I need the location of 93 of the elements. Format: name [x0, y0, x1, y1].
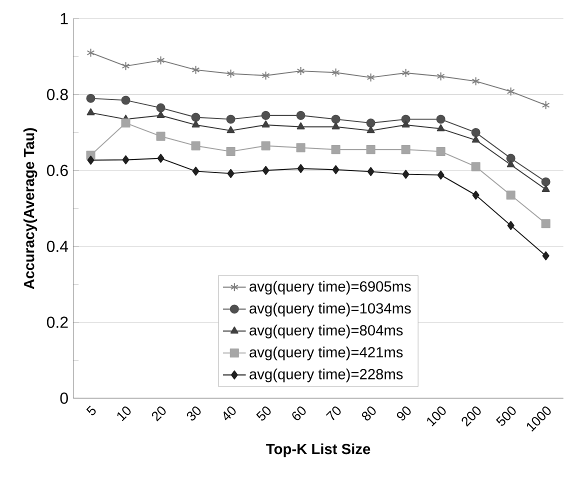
point [436, 124, 445, 132]
x-tick-label: 100 [427, 406, 446, 427]
point [507, 221, 514, 230]
point [542, 251, 550, 261]
x-tick-label: 60 [292, 406, 306, 420]
point [436, 72, 445, 81]
legend-label: avg(query time)=421ms [250, 346, 403, 360]
y-tick-label: 0.4 [46, 240, 68, 252]
point [226, 69, 235, 78]
point [157, 154, 164, 163]
x-tick-label: 90 [396, 406, 411, 421]
point [226, 114, 236, 124]
point [541, 177, 550, 187]
point [366, 118, 376, 128]
point [262, 166, 270, 176]
x-tick-label: 40 [224, 406, 236, 420]
point [191, 141, 200, 150]
point [86, 94, 96, 104]
point [296, 111, 306, 120]
point [436, 114, 446, 124]
point [331, 145, 340, 154]
point [122, 155, 130, 164]
point [332, 165, 340, 174]
x-tick-label: 10 [117, 406, 131, 422]
point [331, 114, 340, 124]
point [542, 185, 550, 192]
point [506, 160, 515, 168]
point [296, 122, 305, 130]
point [192, 166, 200, 176]
legend-label: avg(query time)=804ms [250, 324, 403, 338]
point [402, 170, 410, 179]
x-tick-label: 80 [362, 406, 376, 421]
point [86, 48, 95, 58]
point [296, 66, 305, 76]
point [506, 87, 515, 96]
y-axis-title: Accuracy(Average Tau) [23, 128, 38, 290]
y-tick-label: 1 [60, 13, 68, 24]
point [436, 147, 446, 156]
x-tick-label: 30 [186, 406, 201, 421]
point [367, 167, 374, 176]
point [192, 65, 200, 75]
point [226, 126, 235, 134]
x-tick-label: 20 [152, 406, 166, 422]
point [262, 71, 270, 80]
legend-label: avg(query time)=6905ms [250, 280, 411, 295]
point [297, 164, 304, 174]
point [156, 111, 165, 118]
point [191, 112, 200, 122]
x-tick-label: 500 [496, 406, 516, 426]
point [122, 62, 130, 71]
point [261, 141, 270, 150]
point [472, 76, 480, 86]
point [472, 136, 480, 143]
point [227, 169, 234, 178]
point [332, 122, 340, 130]
point [402, 68, 410, 78]
legend-label: avg(query time)=228ms [250, 368, 403, 382]
point [541, 219, 550, 228]
point [261, 111, 270, 120]
x-tick-label: 5 [86, 406, 96, 416]
point [471, 162, 480, 172]
point [401, 145, 410, 154]
point [86, 108, 95, 116]
point [87, 156, 94, 165]
point [437, 170, 444, 180]
point [262, 120, 270, 128]
point [121, 96, 130, 105]
point [506, 154, 516, 163]
point [192, 120, 200, 128]
point [366, 126, 375, 134]
x-tick-label: 50 [256, 406, 271, 421]
point [366, 73, 375, 82]
point [506, 190, 516, 200]
x-tick-label: 200 [462, 406, 481, 427]
point [121, 118, 130, 128]
x-tick-label: 70 [326, 406, 341, 420]
y-tick-label: 0.2 [46, 316, 68, 328]
point [402, 120, 410, 128]
point [472, 190, 480, 200]
point [156, 56, 165, 66]
point [471, 128, 480, 138]
x-axis-title: Top-K List Size [266, 444, 370, 458]
point [332, 68, 340, 78]
point [296, 143, 306, 152]
y-tick-label: 0.8 [46, 89, 68, 100]
point [156, 132, 166, 141]
y-tick-label: 0 [60, 392, 68, 404]
point [226, 147, 236, 156]
point [156, 103, 166, 112]
legend-label: avg(query time)=1034ms [250, 302, 411, 317]
point [542, 100, 550, 110]
point [366, 145, 376, 154]
y-tick-label: 0.6 [46, 164, 68, 176]
